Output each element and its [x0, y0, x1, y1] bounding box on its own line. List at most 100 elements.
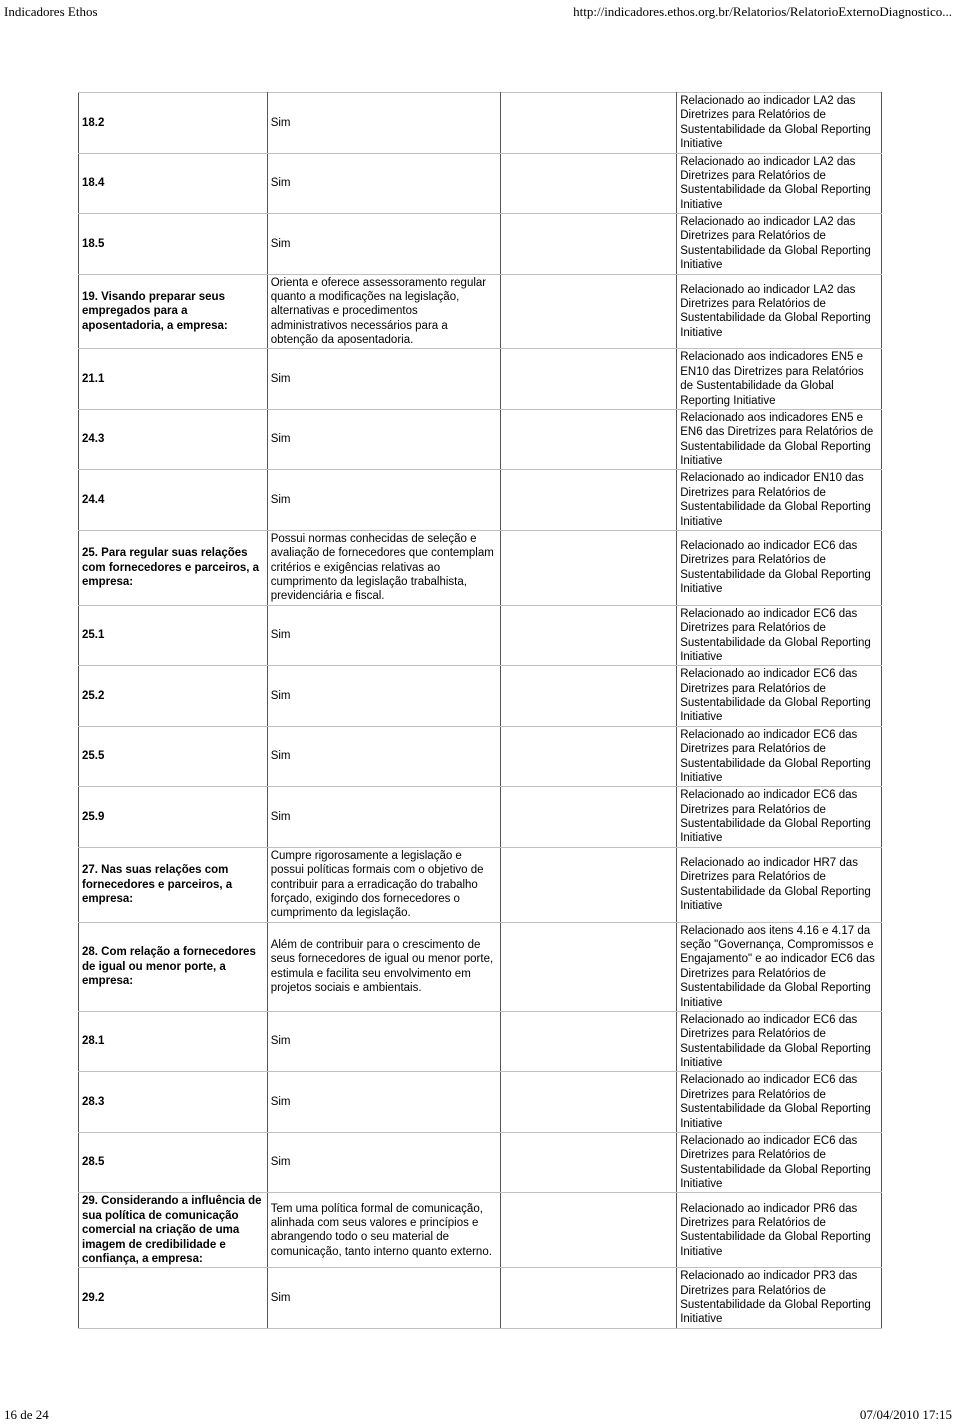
indicator-desc: Sim: [267, 787, 500, 848]
diagnostics-table: 18.2SimRelacionado ao indicador LA2 das …: [78, 92, 882, 1329]
indicator-id: 18.5: [79, 214, 268, 275]
indicator-col3: [500, 666, 677, 727]
table-row: 25.1Sim Relacionado ao indicador EC6 das …: [79, 605, 882, 666]
table-row: 28.1Sim Relacionado ao indicador EC6 das …: [79, 1011, 882, 1072]
indicator-desc: Sim: [267, 666, 500, 727]
indicator-id: 29. Considerando a influência de sua pol…: [79, 1193, 268, 1268]
indicator-desc: Sim: [267, 470, 500, 531]
indicator-rel: Relacionado ao indicador EN10 das Diretr…: [677, 470, 882, 531]
indicator-desc: Sim: [267, 1132, 500, 1193]
indicator-id: 27. Nas suas relações com fornecedores e…: [79, 847, 268, 922]
indicator-id: 25. Para regular suas relações com forne…: [79, 530, 268, 605]
indicator-rel: Relacionado aos itens 4.16 e 4.17 da seç…: [677, 922, 882, 1011]
indicator-col3: [500, 409, 677, 470]
indicator-col3: [500, 922, 677, 1011]
indicator-rel: Relacionado ao indicador LA2 das Diretri…: [677, 93, 882, 154]
indicator-desc: Sim: [267, 605, 500, 666]
indicator-rel: Relacionado ao indicador LA2 das Diretri…: [677, 214, 882, 275]
table-row: 19. Visando preparar seus empregados par…: [79, 274, 882, 349]
indicator-desc: Sim: [267, 153, 500, 214]
table-row: 18.2Sim Relacionado ao indicador LA2 das …: [79, 93, 882, 154]
content-area: 18.2SimRelacionado ao indicador LA2 das …: [0, 22, 960, 1329]
indicator-id: 29.2: [79, 1268, 268, 1329]
indicator-rel: Relacionado ao indicador EC6 das Diretri…: [677, 726, 882, 787]
indicator-id: 25.5: [79, 726, 268, 787]
indicator-desc: Sim: [267, 214, 500, 275]
header-url: http://indicadores.ethos.org.br/Relatori…: [573, 4, 952, 20]
indicator-desc: Tem uma política formal de comunicação, …: [267, 1193, 500, 1268]
indicator-col3: [500, 349, 677, 410]
indicator-rel: Relacionado ao indicador EC6 das Diretri…: [677, 530, 882, 605]
table-row: 25.5Sim Relacionado ao indicador EC6 das …: [79, 726, 882, 787]
indicator-col3: [500, 153, 677, 214]
indicator-col3: [500, 530, 677, 605]
indicator-id: 19. Visando preparar seus empregados par…: [79, 274, 268, 349]
indicator-id: 25.2: [79, 666, 268, 727]
indicator-col3: [500, 1132, 677, 1193]
indicator-desc: Cumpre rigorosamente a legislação e poss…: [267, 847, 500, 922]
indicator-col3: [500, 605, 677, 666]
indicator-col3: [500, 470, 677, 531]
indicator-rel: Relacionado ao indicador EC6 das Diretri…: [677, 1072, 882, 1133]
indicator-desc: Sim: [267, 1011, 500, 1072]
indicator-rel: Relacionado ao indicador EC6 das Diretri…: [677, 666, 882, 727]
indicator-id: 28.3: [79, 1072, 268, 1133]
table-row: 25. Para regular suas relações com forne…: [79, 530, 882, 605]
indicator-desc: Orienta e oferece assessoramento regular…: [267, 274, 500, 349]
table-row: 24.3Sim Relacionado aos indicadores EN5 e…: [79, 409, 882, 470]
table-row: 25.9Sim Relacionado ao indicador EC6 das …: [79, 787, 882, 848]
indicator-desc: Possui normas conhecidas de seleção e av…: [267, 530, 500, 605]
indicator-id: 28.1: [79, 1011, 268, 1072]
footer-page: 16 de 24: [4, 1407, 49, 1423]
indicator-desc: Sim: [267, 1268, 500, 1329]
indicator-id: 18.2: [79, 93, 268, 154]
footer-bar: 16 de 24 07/04/2010 17:15: [0, 1379, 960, 1427]
indicator-rel: Relacionado ao indicador EC6 das Diretri…: [677, 1011, 882, 1072]
indicator-col3: [500, 214, 677, 275]
footer-timestamp: 07/04/2010 17:15: [860, 1407, 952, 1423]
indicator-desc: Além de contribuir para o crescimento de…: [267, 922, 500, 1011]
table-row: 28.5Sim Relacionado ao indicador EC6 das …: [79, 1132, 882, 1193]
table-row: 28.3Sim Relacionado ao indicador EC6 das …: [79, 1072, 882, 1133]
table-row: 28. Com relação a fornecedores de igual …: [79, 922, 882, 1011]
indicator-col3: [500, 787, 677, 848]
indicator-col3: [500, 274, 677, 349]
indicator-rel: Relacionado ao indicador PR3 das Diretri…: [677, 1268, 882, 1329]
table-row: 25.2Sim Relacionado ao indicador EC6 das …: [79, 666, 882, 727]
table-row: 27. Nas suas relações com fornecedores e…: [79, 847, 882, 922]
indicator-rel: Relacionado aos indicadores EN5 e EN6 da…: [677, 409, 882, 470]
indicator-col3: [500, 93, 677, 154]
indicator-rel: Relacionado ao indicador EC6 das Diretri…: [677, 787, 882, 848]
table-row: 24.4Sim Relacionado ao indicador EN10 das…: [79, 470, 882, 531]
indicator-id: 28. Com relação a fornecedores de igual …: [79, 922, 268, 1011]
header-bar: Indicadores Ethos http://indicadores.eth…: [0, 0, 960, 22]
indicator-id: 24.3: [79, 409, 268, 470]
indicator-desc: Sim: [267, 409, 500, 470]
indicator-col3: [500, 1268, 677, 1329]
indicator-desc: Sim: [267, 1072, 500, 1133]
table-row: 18.4Sim Relacionado ao indicador LA2 das …: [79, 153, 882, 214]
indicator-id: 18.4: [79, 153, 268, 214]
header-title: Indicadores Ethos: [4, 4, 98, 20]
indicator-rel: Relacionado ao indicador PR6 das Diretri…: [677, 1193, 882, 1268]
indicator-col3: [500, 847, 677, 922]
table-row: 21.1SimRelacionado aos indicadores EN5 e…: [79, 349, 882, 410]
indicator-rel: Relacionado ao indicador LA2 das Diretri…: [677, 153, 882, 214]
indicator-id: 24.4: [79, 470, 268, 531]
indicator-col3: [500, 1072, 677, 1133]
indicator-id: 25.9: [79, 787, 268, 848]
indicator-rel: Relacionado aos indicadores EN5 e EN10 d…: [677, 349, 882, 410]
indicator-rel: Relacionado ao indicador EC6 das Diretri…: [677, 1132, 882, 1193]
indicator-id: 28.5: [79, 1132, 268, 1193]
indicator-rel: Relacionado ao indicador HR7 das Diretri…: [677, 847, 882, 922]
indicator-id: 25.1: [79, 605, 268, 666]
indicator-rel: Relacionado ao indicador EC6 das Diretri…: [677, 605, 882, 666]
indicator-col3: [500, 1011, 677, 1072]
indicator-id: 21.1: [79, 349, 268, 410]
indicator-desc: Sim: [267, 93, 500, 154]
indicator-col3: [500, 726, 677, 787]
table-row: 18.5Sim Relacionado ao indicador LA2 das …: [79, 214, 882, 275]
indicator-desc: Sim: [267, 726, 500, 787]
indicator-rel: Relacionado ao indicador LA2 das Diretri…: [677, 274, 882, 349]
indicator-col3: [500, 1193, 677, 1268]
